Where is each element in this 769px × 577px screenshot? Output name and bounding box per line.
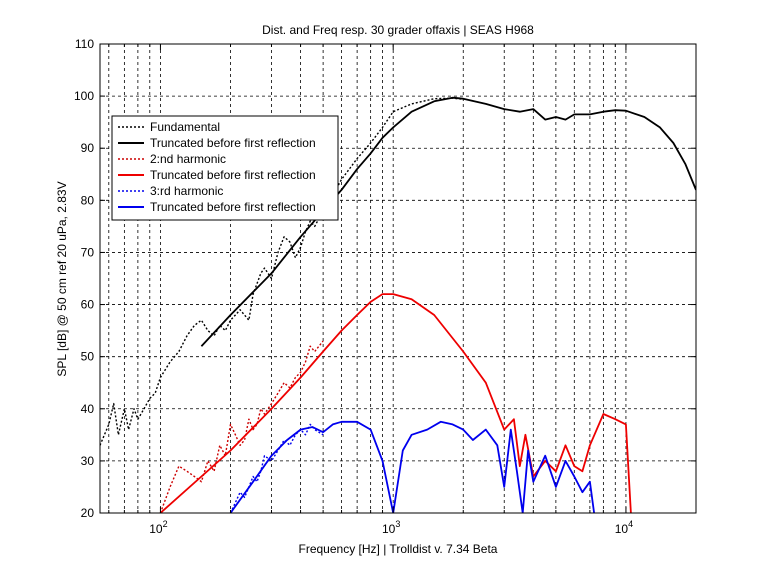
legend-label-4: 3:rd harmonic	[150, 184, 223, 198]
x-tick-label: 103	[382, 519, 400, 536]
y-tick-label: 30	[81, 454, 95, 468]
series-line-0	[100, 97, 464, 446]
y-tick-label: 70	[81, 245, 95, 259]
series-line-2	[159, 340, 324, 513]
legend-label-5: Truncated before first reflection	[150, 200, 316, 214]
legend-box	[111, 115, 339, 221]
series-line-4	[229, 423, 324, 513]
y-tick-label: 80	[81, 193, 95, 207]
axes: 20 30 40 50 60 70 80 90 100 110 102 103 104	[74, 37, 696, 536]
y-tick-label: 20	[81, 506, 95, 520]
y-axis-label: SPL [dB] @ 50 cm ref 20 uPa, 2.83V	[55, 181, 69, 376]
y-tick-label: 50	[81, 350, 95, 364]
x-tick-label: 102	[149, 519, 167, 536]
legend-label-2: 2:nd harmonic	[150, 152, 226, 166]
plot-background	[100, 44, 696, 513]
series-line-3	[159, 293, 632, 513]
series-line-1	[200, 96, 696, 347]
y-tick-label: 90	[81, 141, 95, 155]
plot-frame	[99, 43, 697, 514]
series-group	[100, 96, 696, 513]
legend-label-1: Truncated before first reflection	[150, 136, 316, 150]
y-tick-label: 40	[81, 402, 95, 416]
legend: Fundamental Truncated before first reflec…	[111, 115, 339, 221]
x-tick-label: 104	[615, 519, 633, 536]
x-axis-label: Frequency [Hz] | Trolldist v. 7.34 Beta	[299, 542, 498, 556]
legend-label-3: Truncated before first reflection	[150, 168, 316, 182]
y-tick-label: 110	[75, 37, 94, 51]
series-line-5	[229, 420, 595, 513]
legend-label-0: Fundamental	[150, 120, 220, 134]
y-tick-label: 60	[81, 298, 95, 312]
y-tick-label: 100	[74, 89, 94, 103]
chart-title: Dist. and Freq resp. 30 grader offaxis |…	[262, 23, 534, 37]
